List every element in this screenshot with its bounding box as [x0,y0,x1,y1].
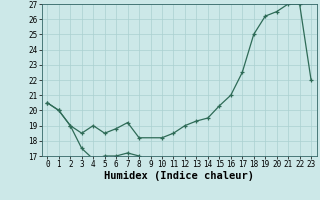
X-axis label: Humidex (Indice chaleur): Humidex (Indice chaleur) [104,171,254,181]
